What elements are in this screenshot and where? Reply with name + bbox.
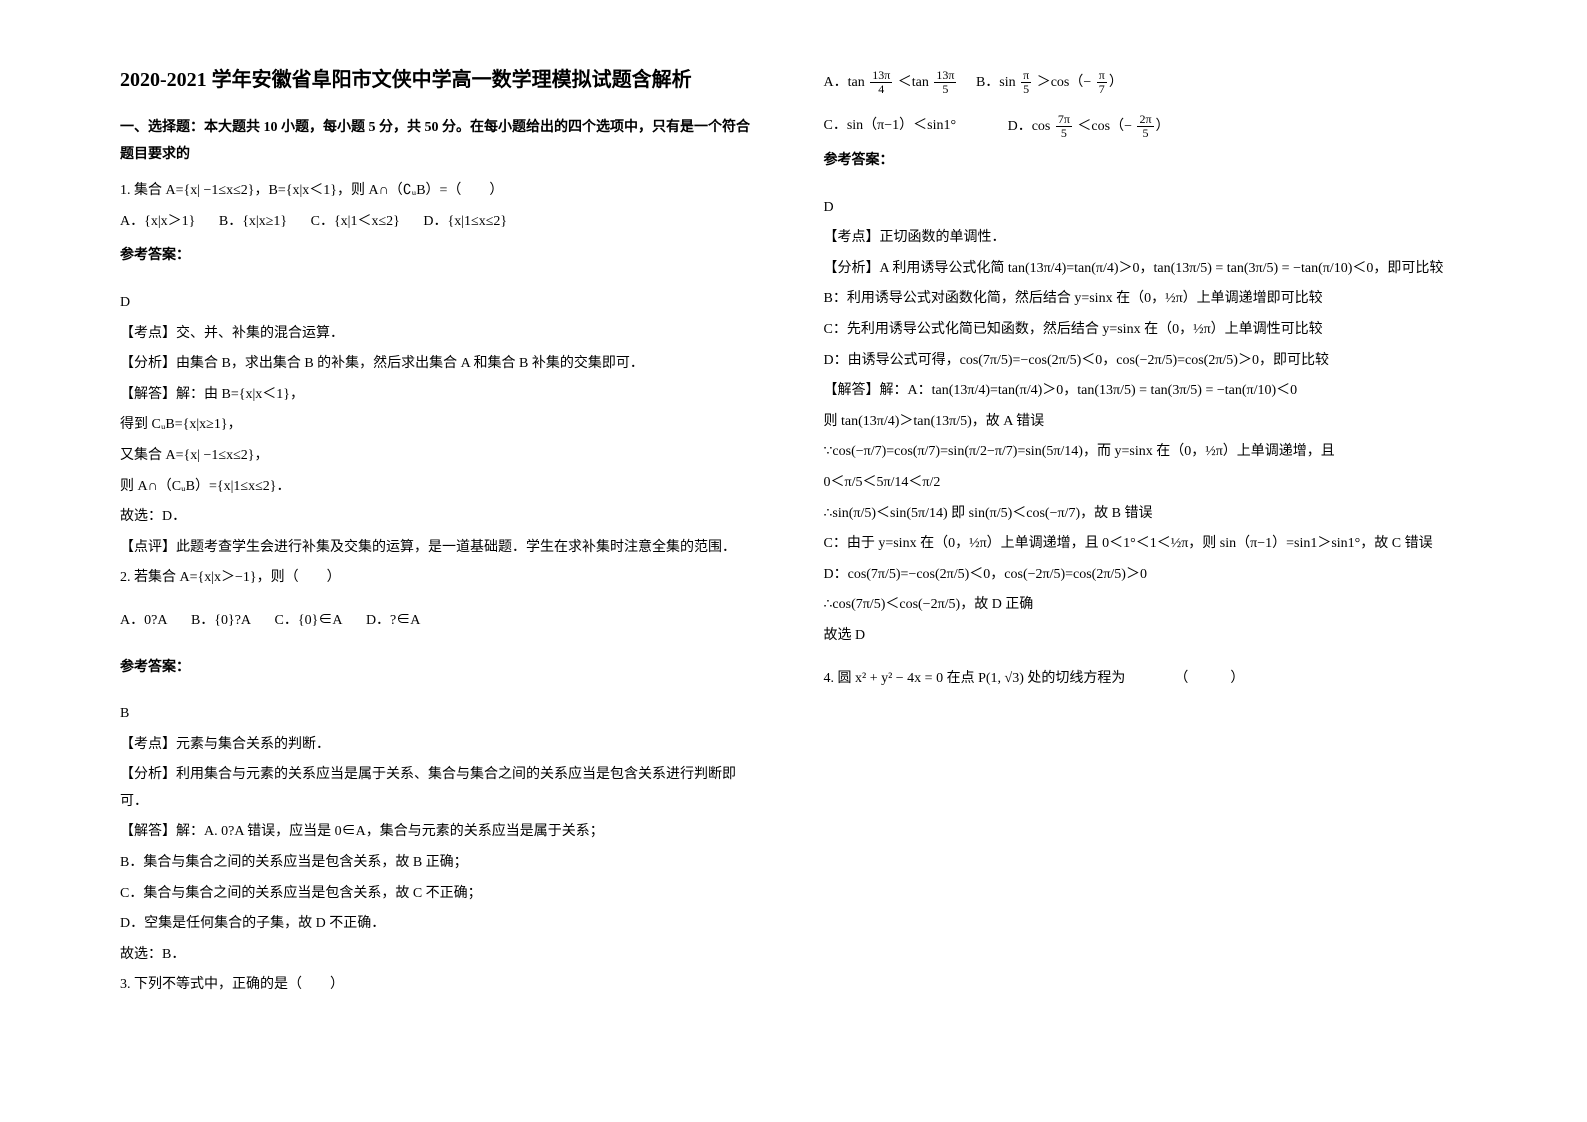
frac-d2: 2π5 — [1137, 113, 1153, 140]
q3-opt-b-post: ） — [1109, 75, 1123, 90]
q2-opt-d: D．?∈A — [366, 608, 420, 635]
page-title: 2020-2021 学年安徽省阜阳市文侠中学高一数学理模拟试题含解析 — [120, 65, 764, 95]
frac-d1: 7π5 — [1056, 113, 1072, 140]
q3-opt-a-mid: ＜tan — [894, 75, 932, 90]
q3-opt-c: C．sin（π−1）＜sin1° — [824, 113, 957, 140]
q3-ana-a-math: tan(13π/4)=tan(π/4)＞0，tan(13π/5) = tan(3… — [1008, 261, 1444, 276]
q2-opt-b: B．{0}?A — [191, 608, 251, 635]
q3-ana-c: C：先利用诱导公式化简已知函数，然后结合 y=sinx 在（0，½π）上单调性可… — [824, 317, 1468, 344]
q1-point: 【考点】交、并、补集的混合运算． — [120, 321, 764, 348]
q1-answer: D — [120, 290, 764, 317]
q3-options-row2: C．sin（π−1）＜sin1° D．cos 7π5 ＜cos（− 2π5） — [824, 113, 1468, 141]
section-1-title: 一、选择题：本大题共 10 小题，每小题 5 分，共 50 分。在每小题给出的四… — [120, 115, 764, 168]
q1-opt-a: A．{x|x＞1} — [120, 209, 195, 236]
q1-comment: 【点评】此题考查学生会进行补集及交集的运算，是一道基础题．学生在求补集时注意全集… — [120, 535, 764, 562]
q3-ana-pre: 【分析】A 利用诱导公式化简 — [824, 261, 1008, 276]
q2-options: A．0?A B．{0}?A C．{0}∈A D．?∈A — [120, 608, 764, 635]
q2-solve2: B．集合与集合之间的关系应当是包含关系，故 B 正确； — [120, 850, 764, 877]
q2-solve4: D．空集是任何集合的子集，故 D 不正确． — [120, 911, 764, 938]
q3-options-row1: A．tan 13π4 ＜tan 13π5 B．sin π5 ＞cos（− π7） — [824, 69, 1468, 97]
q1-analysis: 【分析】由集合 B，求出集合 B 的补集，然后求出集合 A 和集合 B 补集的交… — [120, 351, 764, 378]
q1-solve3: 又集合 A={x| −1≤x≤2}， — [120, 443, 764, 470]
right-column: A．tan 13π4 ＜tan 13π5 B．sin π5 ＞cos（− π7）… — [794, 65, 1488, 1057]
q1-solve4: 则 A∩（CᵤB）={x|1≤x≤2}． — [120, 474, 764, 501]
q2-point: 【考点】元素与集合关系的判断． — [120, 732, 764, 759]
q3-ana-b: B：利用诱导公式对函数化简，然后结合 y=sinx 在（0，½π）上单调递增即可… — [824, 286, 1468, 313]
q1-solve2: 得到 CᵤB={x|x≥1}， — [120, 412, 764, 439]
q3-opt-a-pre: A．tan — [824, 75, 869, 90]
q3-point: 【考点】正切函数的单调性． — [824, 225, 1468, 252]
q3-opt-b-mid: ＞cos（− — [1033, 75, 1095, 90]
q3-ana-a: 【分析】A 利用诱导公式化简 tan(13π/4)=tan(π/4)＞0，tan… — [824, 256, 1468, 283]
q4-stem: 4. 圆 x² + y² − 4x = 0 在点 P(1, √3) 处的切线方程… — [824, 666, 1468, 693]
q1-answer-label: 参考答案： — [120, 243, 764, 270]
q3-solve-d1: D：cos(7π/5)=−cos(2π/5)＜0，cos(−2π/5)=cos(… — [824, 562, 1468, 589]
q3-solve-c: C：由于 y=sinx 在（0，½π）上单调递增，且 0＜1°＜1＜½π，则 s… — [824, 531, 1468, 558]
q1-opt-c: C．{x|1＜x≤2} — [311, 209, 400, 236]
frac-b1: π5 — [1021, 69, 1031, 96]
q2-stem: 2. 若集合 A={x|x＞−1}，则（ ） — [120, 565, 764, 592]
q3-solve-a2: 则 tan(13π/4)＞tan(13π/5)，故 A 错误 — [824, 409, 1468, 436]
q3-solve-b1: ∵cos(−π/7)=cos(π/7)=sin(π/2−π/7)=sin(5π/… — [824, 439, 1468, 466]
q4-point: P(1, √3) — [978, 671, 1024, 686]
frac-a1: 13π4 — [870, 69, 892, 96]
q1-opt-d: D．{x|1≤x≤2} — [423, 209, 507, 236]
q2-analysis: 【分析】利用集合与元素的关系应当是属于关系、集合与集合之间的关系应当是包含关系进… — [120, 762, 764, 815]
q4-pre: 4. 圆 — [824, 671, 856, 686]
q3-opt-d-post: ） — [1156, 118, 1170, 133]
q1-opt-b: B．{x|x≥1} — [219, 209, 287, 236]
q3-solve-b3: ∴sin(π/5)＜sin(5π/14) 即 sin(π/5)＜cos(−π/7… — [824, 501, 1468, 528]
q1-solve1: 【解答】解：由 B={x|x＜1}， — [120, 382, 764, 409]
q2-solve3: C．集合与集合之间的关系应当是包含关系，故 C 不正确； — [120, 881, 764, 908]
q2-answer-label: 参考答案： — [120, 655, 764, 682]
q1-stem: 1. 集合 A={x| −1≤x≤2}，B={x|x＜1}，则 A∩（∁ᵤB）=… — [120, 178, 764, 205]
q3-opt-d-mid: ＜cos（− — [1074, 118, 1136, 133]
frac-a2: 13π5 — [934, 69, 956, 96]
q3-solve-pre: 【解答】解：A：tan(13π/4)=tan(π/4)＞0，tan(13π/5)… — [824, 378, 1468, 405]
left-column: 2020-2021 学年安徽省阜阳市文侠中学高一数学理模拟试题含解析 一、选择题… — [100, 65, 794, 1057]
q3-answer: D — [824, 195, 1468, 222]
q3-opt-b-pre: B．sin — [962, 75, 1019, 90]
q2-opt-c: C．{0}∈A — [275, 608, 343, 635]
q3-solve-end: 故选 D — [824, 623, 1468, 650]
q3-stem: 3. 下列不等式中，正确的是（ ） — [120, 972, 764, 999]
q3-solve-d2: ∴cos(7π/5)＜cos(−2π/5)，故 D 正确 — [824, 592, 1468, 619]
q3-answer-label: 参考答案： — [824, 148, 1468, 175]
q2-opt-a: A．0?A — [120, 608, 167, 635]
q1-options: A．{x|x＞1} B．{x|x≥1} C．{x|1＜x≤2} D．{x|1≤x… — [120, 209, 764, 236]
frac-b2: π7 — [1097, 69, 1107, 96]
q1-solve5: 故选：D． — [120, 504, 764, 531]
q3-ana-d: D：由诱导公式可得，cos(7π/5)=−cos(2π/5)＜0，cos(−2π… — [824, 348, 1468, 375]
q2-answer: B — [120, 701, 764, 728]
q4-mid: 在点 — [943, 671, 978, 686]
q3-opt-d-pre: D．cos — [980, 118, 1054, 133]
q3-solve-b2: 0＜π/5＜5π/14＜π/2 — [824, 470, 1468, 497]
q2-solve1: 【解答】解：A. 0?A 错误，应当是 0∈A，集合与元素的关系应当是属于关系； — [120, 819, 764, 846]
q4-math: x² + y² − 4x = 0 — [855, 671, 943, 686]
q2-solve5: 故选：B． — [120, 942, 764, 969]
q4-post: 处的切线方程为 （ ） — [1024, 671, 1245, 686]
